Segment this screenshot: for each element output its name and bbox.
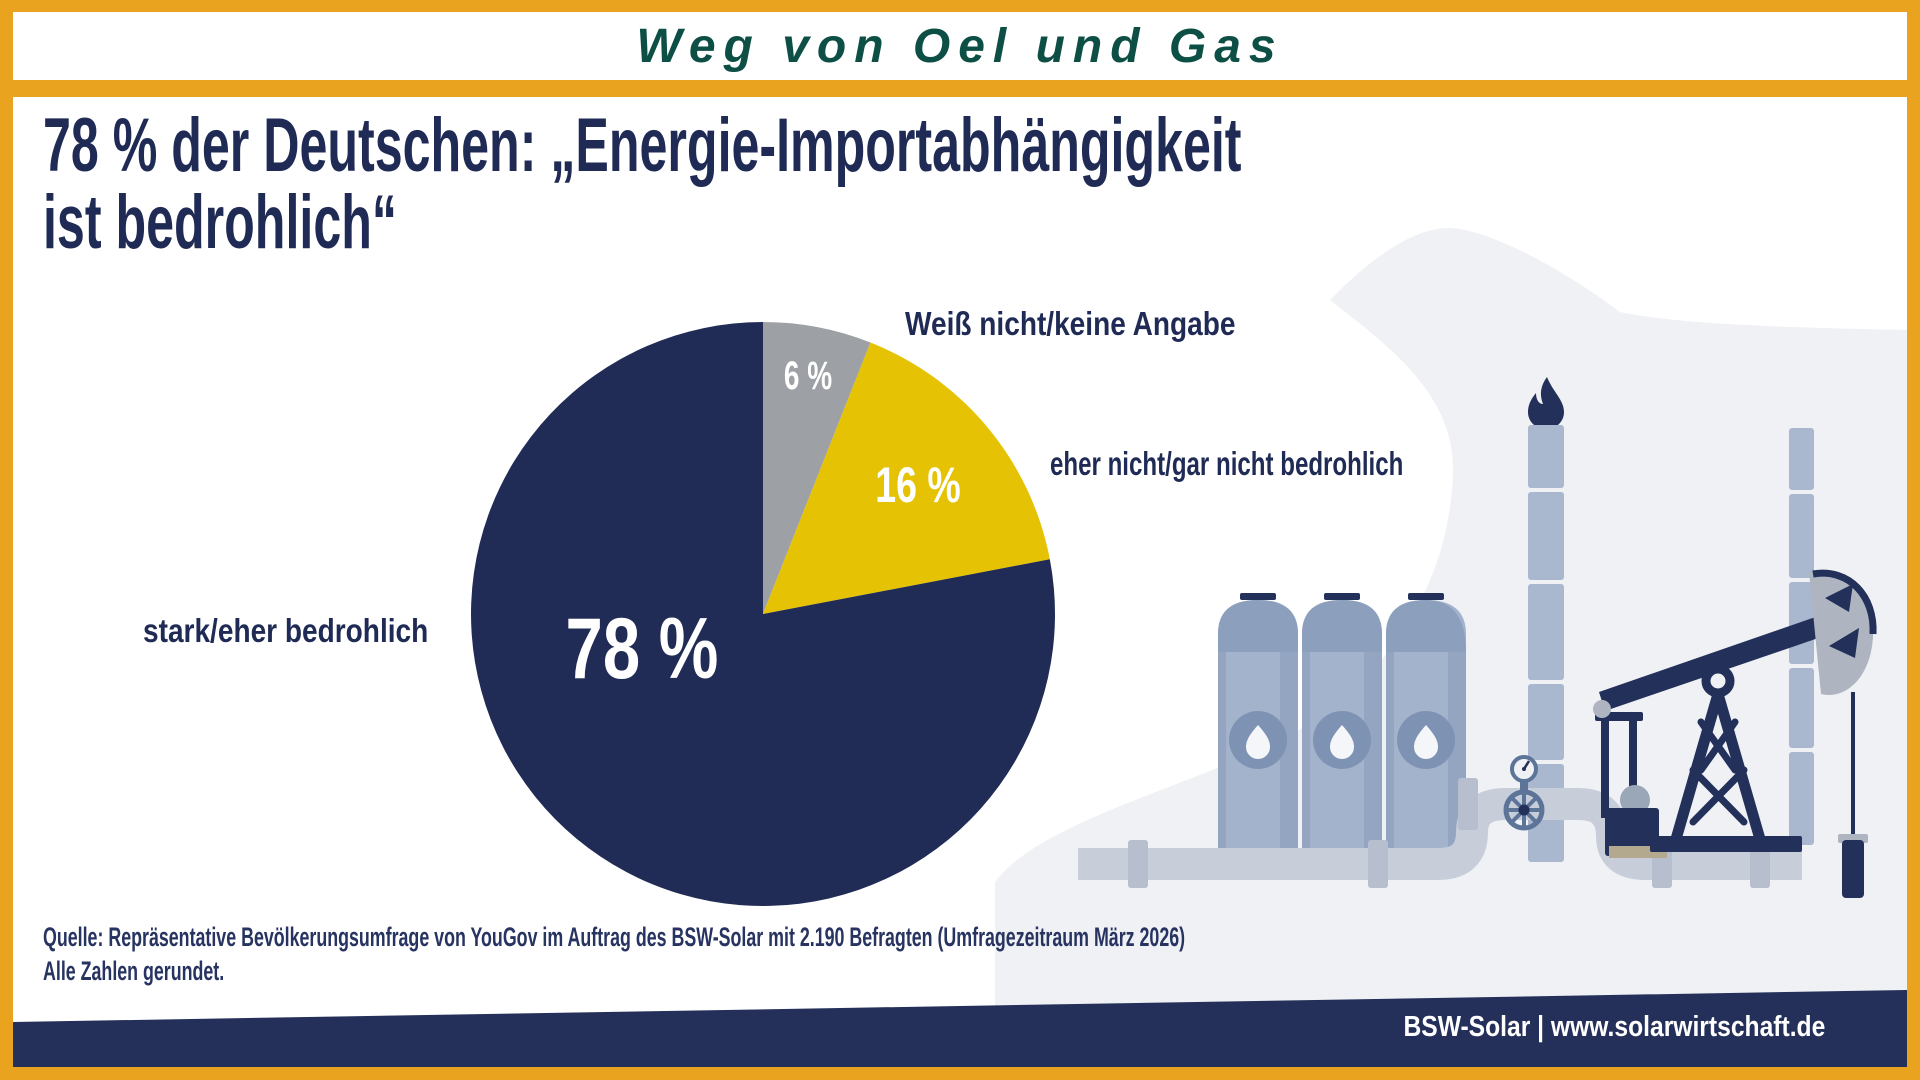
pie-slice-0 — [763, 322, 871, 614]
gauge-icon — [1510, 755, 1538, 783]
page-title: Weg von Oel und Gas — [636, 19, 1284, 73]
headline: 78 % der Deutschen: „Energie-Importabhän… — [43, 107, 1242, 261]
tank-icon — [1386, 593, 1466, 870]
infographic-panel: 78 % der Deutschen: „Energie-Importabhän… — [13, 97, 1907, 1067]
headline-line1: 78 % der Deutschen: „Energie-Importabhän… — [43, 103, 1242, 188]
pie-value-stark: 78 % — [565, 601, 719, 697]
top-title-band: Weg von Oel und Gas — [13, 12, 1907, 80]
pie-value-weiss-nicht: 6 % — [783, 354, 833, 398]
storage-tanks-icon — [1218, 593, 1466, 870]
headline-line2: ist bedrohlich“ — [43, 180, 397, 265]
pie-chart — [470, 321, 1056, 907]
source-line1: Quelle: Repräsentative Bevölkerungsumfra… — [43, 922, 1186, 952]
pie-value-eher-nicht: 16 % — [875, 457, 961, 513]
footer-banner — [13, 990, 1907, 1067]
pie-label-stark: stark/eher bedrohlich — [143, 612, 429, 649]
pump-jack-icon — [1593, 569, 1877, 898]
oil-gas-illustration — [995, 227, 1907, 1015]
source-note: Quelle: Repräsentative Bevölkerungsumfra… — [43, 920, 1185, 988]
tank-icon — [1218, 593, 1298, 870]
tank-icon — [1302, 593, 1382, 870]
pie-slice-1 — [763, 342, 1050, 614]
pie-label-weiss-nicht: Weiß nicht/keine Angabe — [905, 305, 1236, 342]
flame-icon — [1528, 377, 1564, 429]
source-line2: Alle Zahlen gerundet. — [43, 956, 225, 986]
footer-credit: BSW-Solar | www.solarwirtschaft.de — [1403, 1011, 1825, 1043]
pie-label-eher-nicht: eher nicht/gar nicht bedrohlich — [1050, 445, 1404, 482]
pie-slice-2 — [471, 322, 1056, 907]
valve-icon — [1503, 755, 1545, 831]
